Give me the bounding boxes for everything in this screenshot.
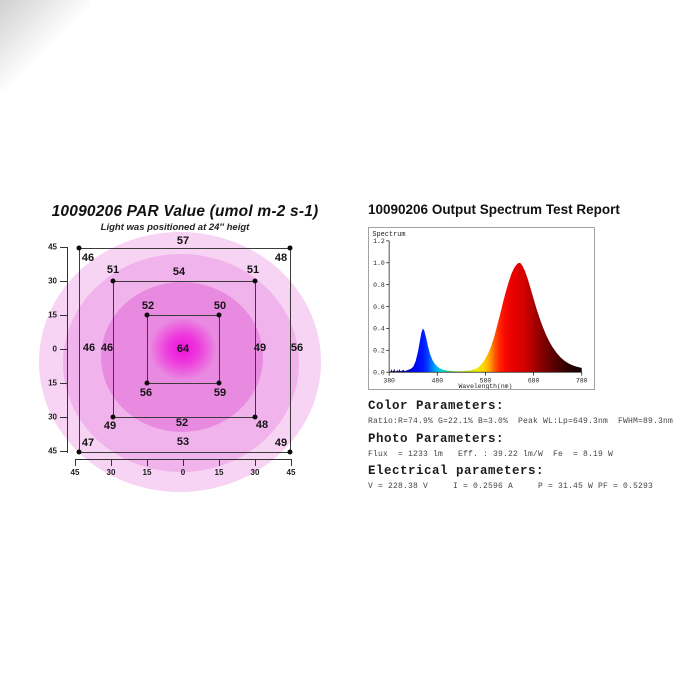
svg-text:680: 680	[528, 378, 540, 385]
par-grid-square-30	[113, 281, 256, 418]
svg-text:0.2: 0.2	[373, 348, 385, 355]
par-chart-title: 10090206 PAR Value (umol m-2 s-1)	[51, 203, 319, 220]
svg-text:0.6: 0.6	[373, 304, 385, 311]
svg-text:380: 380	[383, 378, 395, 385]
par-y-tick-label: 30	[48, 412, 57, 422]
par-value-middle-right: 49	[253, 342, 267, 354]
par-value-middle-bl: 49	[103, 420, 117, 432]
par-y-tick-label: 0	[52, 344, 57, 354]
electrical-parameters-values: V = 228.38 V I = 0.2596 A P = 31.45 W PF…	[368, 482, 654, 491]
svg-text:1.2: 1.2	[373, 238, 385, 245]
par-y-tick	[60, 383, 67, 384]
par-x-tick	[183, 459, 184, 466]
svg-text:1.0: 1.0	[373, 260, 385, 267]
par-grid-dot	[76, 245, 82, 251]
par-value-inner-br: 59	[213, 387, 227, 399]
par-grid-dot	[287, 245, 293, 251]
par-grid-dot	[110, 414, 116, 420]
par-grid-dot	[216, 380, 222, 386]
par-value-outer-tl: 46	[81, 252, 95, 264]
par-grid-dot	[252, 414, 258, 420]
svg-text:0.0: 0.0	[373, 369, 385, 376]
par-value-outer-bottom: 53	[176, 436, 190, 448]
par-y-tick-label: 15	[48, 378, 57, 388]
par-y-tick	[60, 315, 67, 316]
par-y-tick	[60, 281, 67, 282]
par-value-inner-tl: 52	[141, 300, 155, 312]
svg-text:0.8: 0.8	[373, 282, 385, 289]
par-x-tick	[75, 459, 76, 466]
par-x-tick-label: 45	[286, 468, 296, 477]
par-value-middle-bottom: 52	[175, 417, 189, 429]
spectrum-chart: 0.0 0.2 0.4 0.6 0.8 1.0 1.2 380 480 580 680 780 Spec…	[368, 227, 595, 390]
par-grid-dot	[76, 449, 82, 455]
par-x-tick	[147, 459, 148, 466]
par-value-middle-br: 48	[255, 419, 269, 431]
par-grid-dot	[287, 449, 293, 455]
photo-parameters-heading: Photo Parameters:	[368, 432, 505, 446]
color-parameters-heading: Color Parameters:	[368, 399, 505, 413]
par-x-tick-label: 15	[214, 468, 224, 477]
par-grid-dot	[110, 278, 116, 284]
par-grid-square-45	[79, 248, 291, 453]
par-grid-dot	[144, 312, 150, 318]
par-x-tick-label: 0	[180, 468, 186, 477]
svg-text:580: 580	[480, 378, 492, 385]
par-value-inner-tr: 50	[213, 300, 227, 312]
par-y-tick	[60, 349, 67, 350]
spectrum-axes	[386, 240, 583, 376]
par-grid-square-15	[147, 315, 220, 384]
par-y-tick	[60, 247, 67, 248]
par-y-tick	[60, 417, 67, 418]
photo-parameters-values: Flux = 1233 lm Eff. : 39.22 lm/W Fe = 8.…	[368, 450, 614, 459]
par-grid-dot	[252, 278, 258, 284]
par-center-hotspot	[138, 307, 228, 391]
spectrum-axis-labels: 0.0 0.2 0.4 0.6 0.8 1.0 1.2 380 480 580 680 780 Spec…	[372, 231, 587, 389]
par-y-tick	[60, 451, 67, 452]
par-chart-subtitle: Light was positioned at 24″ heigt	[100, 222, 250, 233]
par-value-outer-left: 46	[82, 342, 96, 354]
par-grid-dot	[216, 312, 222, 318]
color-parameters-values: Ratio:R=74.9% G=22.1% B=3.0% Peak WL:Lp=…	[368, 417, 674, 426]
par-value-outer-bl: 47	[81, 437, 95, 449]
svg-text:780: 780	[576, 378, 588, 385]
par-grid-dot	[144, 380, 150, 386]
par-x-tick	[291, 459, 292, 466]
par-y-tick-label: 45	[48, 446, 57, 456]
par-value-outer-br: 49	[274, 437, 288, 449]
par-x-tick	[111, 459, 112, 466]
svg-text:Wavelength(nm): Wavelength(nm)	[459, 383, 513, 389]
par-value-middle-tr: 51	[246, 264, 260, 276]
par-y-axis	[67, 247, 68, 453]
par-value-outer-tr: 48	[274, 252, 288, 264]
par-value-middle-tl: 51	[106, 264, 120, 276]
par-x-tick-label: 30	[106, 468, 116, 477]
corner-shade	[0, 0, 90, 90]
par-x-tick	[255, 459, 256, 466]
par-value-outer-top: 57	[176, 235, 190, 247]
par-value-center: 64	[176, 343, 190, 355]
par-value-middle-top: 54	[172, 266, 186, 278]
par-x-tick	[219, 459, 220, 466]
par-value-inner-bl: 56	[139, 387, 153, 399]
par-y-tick-label: 30	[48, 276, 57, 286]
par-x-tick-label: 15	[142, 468, 152, 477]
par-y-tick-label: 45	[48, 242, 57, 252]
spectrum-plot: 0.0 0.2 0.4 0.6 0.8 1.0 1.2 380 480 580 680 780 Spec…	[372, 231, 587, 389]
svg-text:Spectrum: Spectrum	[372, 231, 405, 239]
electrical-parameters-heading: Electrical parameters:	[368, 464, 545, 478]
spectrum-report-title: 10090206 Output Spectrum Test Report	[368, 202, 620, 217]
par-y-tick-label: 15	[48, 310, 57, 320]
par-value-middle-left: 46	[100, 342, 114, 354]
par-value-outer-right: 56	[290, 342, 304, 354]
spectrum-curve	[389, 262, 582, 373]
svg-text:0.4: 0.4	[373, 326, 385, 333]
svg-text:480: 480	[432, 378, 444, 385]
par-x-tick-label: 30	[250, 468, 260, 477]
par-x-tick-label: 45	[70, 468, 80, 477]
